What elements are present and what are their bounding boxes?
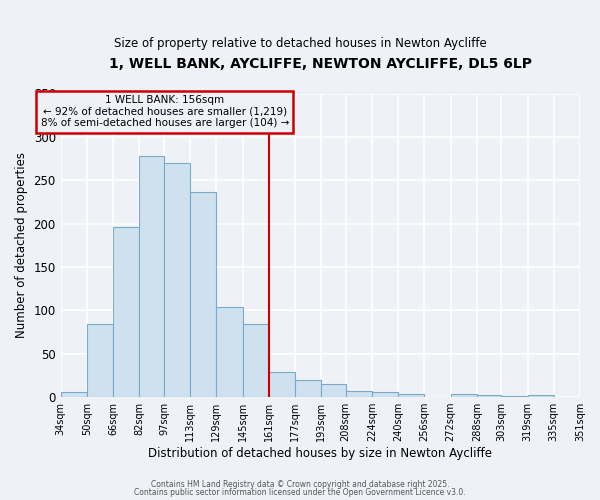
Title: 1, WELL BANK, AYCLIFFE, NEWTON AYCLIFFE, DL5 6LP: 1, WELL BANK, AYCLIFFE, NEWTON AYCLIFFE,… bbox=[109, 58, 532, 71]
Bar bbox=[87, 324, 113, 397]
Bar bbox=[242, 324, 269, 397]
Text: Contains HM Land Registry data © Crown copyright and database right 2025.: Contains HM Land Registry data © Crown c… bbox=[151, 480, 449, 489]
Bar bbox=[398, 394, 424, 397]
Bar bbox=[113, 227, 139, 397]
Bar bbox=[61, 392, 87, 397]
Bar bbox=[477, 396, 502, 397]
Bar bbox=[502, 396, 527, 397]
Bar bbox=[372, 392, 398, 397]
Bar bbox=[217, 307, 242, 397]
Bar bbox=[295, 380, 321, 397]
Bar bbox=[346, 391, 372, 397]
Bar bbox=[527, 396, 554, 397]
Y-axis label: Number of detached properties: Number of detached properties bbox=[15, 152, 28, 338]
Bar bbox=[321, 384, 346, 397]
Text: 1 WELL BANK: 156sqm
← 92% of detached houses are smaller (1,219)
8% of semi-deta: 1 WELL BANK: 156sqm ← 92% of detached ho… bbox=[41, 95, 289, 128]
Bar bbox=[269, 372, 295, 397]
Bar bbox=[139, 156, 164, 397]
Text: Contains public sector information licensed under the Open Government Licence v3: Contains public sector information licen… bbox=[134, 488, 466, 497]
X-axis label: Distribution of detached houses by size in Newton Aycliffe: Distribution of detached houses by size … bbox=[148, 447, 493, 460]
Bar bbox=[451, 394, 477, 397]
Text: Size of property relative to detached houses in Newton Aycliffe: Size of property relative to detached ho… bbox=[113, 38, 487, 51]
Bar bbox=[190, 192, 217, 397]
Bar bbox=[164, 163, 190, 397]
